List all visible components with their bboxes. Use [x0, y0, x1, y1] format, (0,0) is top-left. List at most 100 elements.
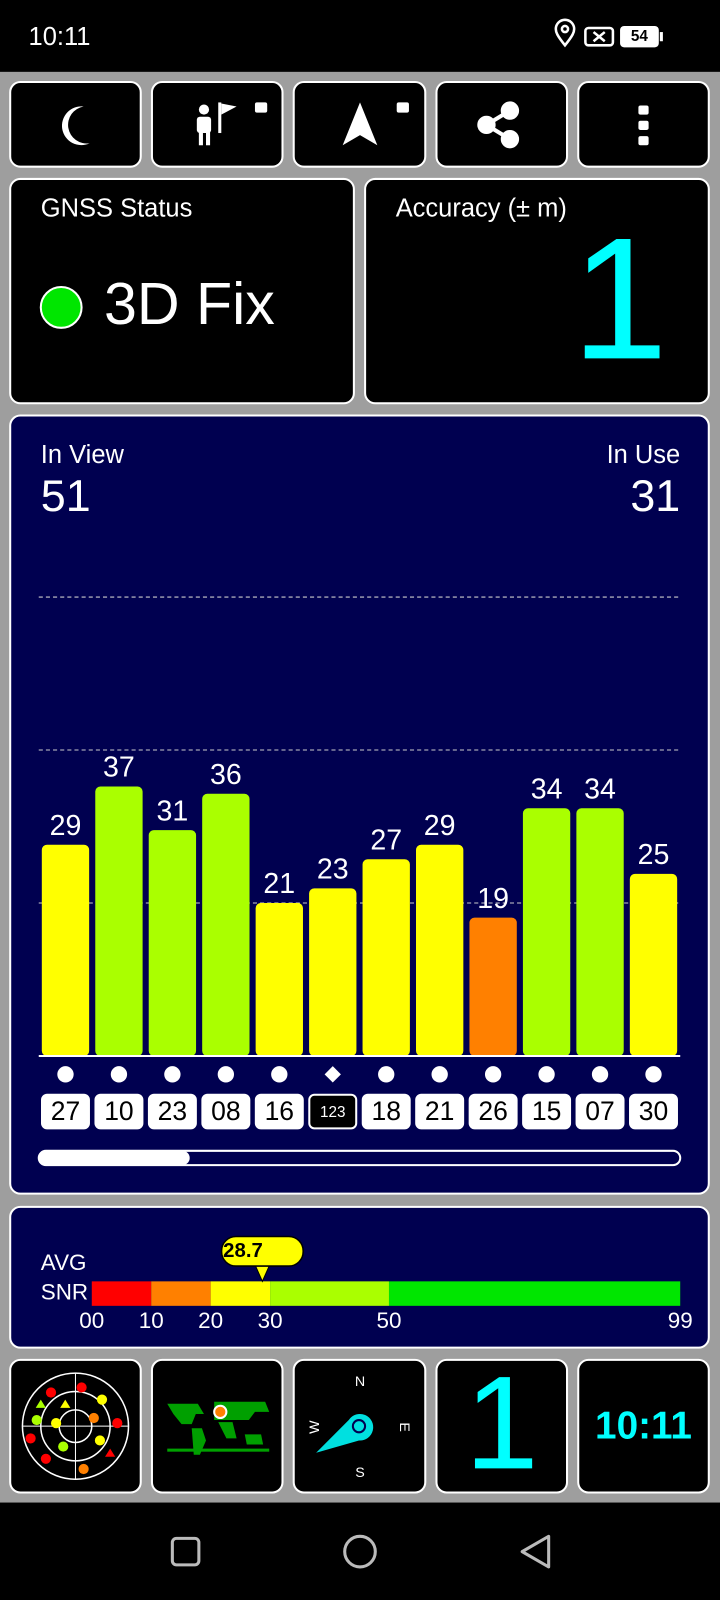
arrow-icon [342, 102, 409, 146]
marker-dot [591, 1066, 609, 1083]
bar [576, 808, 624, 1056]
share-button[interactable] [435, 81, 569, 168]
satellite-id: 123 [320, 1104, 346, 1121]
satellite-id-box [147, 1093, 197, 1130]
snr-band [151, 1281, 211, 1306]
location-icon [554, 18, 576, 48]
status-time: 10:11 [29, 23, 91, 51]
back-button[interactable] [520, 1534, 551, 1569]
bar-value-label: 37 [103, 752, 135, 784]
satellite-id: 10 [104, 1096, 133, 1126]
snr-label-snr: SNR [41, 1280, 88, 1305]
snr-avg-bubble [220, 1235, 304, 1267]
marker-dot [431, 1066, 448, 1083]
map-tile[interactable] [150, 1358, 284, 1494]
snr-tick-label: 50 [377, 1308, 402, 1333]
in-use-label: In Use [607, 441, 681, 469]
pro-feature-button[interactable] [150, 81, 284, 168]
marker-dot [217, 1066, 235, 1083]
marker-diamond [324, 1066, 341, 1083]
bar [522, 808, 571, 1056]
bar-value-label: 21 [263, 868, 295, 900]
moon-icon [61, 106, 90, 146]
clock-tile[interactable] [577, 1358, 710, 1494]
satellite-id-box [575, 1093, 625, 1130]
no-sim-icon [584, 26, 615, 47]
bar [95, 786, 143, 1056]
marker-dot [538, 1066, 555, 1083]
battery-level: 54 [631, 28, 648, 45]
bar [629, 873, 678, 1056]
world-map-icon [167, 1401, 270, 1455]
satellite-id-box [94, 1093, 144, 1130]
satellite-id: 23 [158, 1096, 187, 1126]
bar-value-label: 29 [50, 810, 82, 842]
marker-dot [484, 1066, 502, 1083]
nav-buttons [170, 1534, 551, 1569]
night-mode-button[interactable] [9, 81, 142, 168]
satellite-id: 27 [51, 1096, 80, 1126]
satellite-id: 15 [532, 1096, 561, 1126]
satellite-id-box [415, 1093, 465, 1130]
satellite-id: 07 [585, 1096, 614, 1126]
gnss-status-tile[interactable] [9, 177, 355, 405]
bar-value-label: 31 [157, 795, 189, 827]
marker-dot [110, 1066, 128, 1083]
bar-value-label: 27 [370, 825, 402, 857]
bar [469, 917, 517, 1056]
bar [416, 844, 464, 1056]
satellite-id: 26 [478, 1096, 507, 1126]
satellite-id: 08 [211, 1096, 240, 1126]
snr-tick-label: 30 [258, 1308, 283, 1333]
recents-button[interactable] [170, 1536, 201, 1567]
snr-avg-value: 28.7 [223, 1240, 263, 1262]
sky-view-icon [21, 1372, 130, 1480]
compass-icon: N E S W [307, 1374, 412, 1481]
satellite-id: 21 [425, 1096, 454, 1126]
kebab-icon [638, 105, 649, 146]
bar [202, 793, 250, 1056]
snr-band [91, 1281, 152, 1306]
snr-band [210, 1281, 271, 1306]
snr-band [388, 1281, 681, 1306]
clock-value: 10:11 [595, 1404, 692, 1447]
fix-status: 3D Fix [104, 270, 275, 337]
scroll-bar[interactable] [37, 1149, 682, 1167]
satellite-id-box [308, 1093, 358, 1130]
snr-panel [9, 1205, 710, 1349]
accuracy-label: Accuracy (± m) [396, 194, 567, 222]
accuracy-small-tile[interactable] [435, 1358, 569, 1494]
satellite-id-box [361, 1093, 411, 1130]
in-use-count: 31 [630, 470, 680, 521]
navigation-bar [0, 1502, 720, 1600]
bar [41, 844, 90, 1056]
battery-icon: 54 [620, 25, 663, 48]
bar-value-label: 34 [531, 774, 563, 806]
snr-tick-label: 99 [668, 1308, 693, 1333]
accuracy-tile[interactable] [364, 177, 710, 405]
satellite-id-box [468, 1093, 518, 1130]
snr-scale: 00 10 20 30 50 99 28.7 [79, 1235, 693, 1333]
compass-north: N [355, 1374, 365, 1390]
satellite-id: 16 [265, 1096, 294, 1126]
toolbar [9, 81, 710, 168]
accuracy-small-value: 1 [465, 1349, 539, 1497]
compass-west: W [307, 1420, 323, 1434]
satellite-id-box [254, 1093, 304, 1130]
share-icon [477, 101, 520, 149]
marker-dot [271, 1066, 288, 1083]
home-button[interactable] [343, 1534, 377, 1569]
fix-indicator [39, 286, 83, 329]
marker-dot [645, 1066, 662, 1083]
satellite-id-box [41, 1093, 90, 1130]
in-view-label: In View [41, 441, 125, 469]
snr-tick-label: 20 [198, 1308, 223, 1333]
in-view-count: 51 [41, 470, 91, 521]
accuracy-value: 1 [572, 201, 668, 395]
snr-tick-label: 00 [79, 1308, 104, 1333]
snr-chart: 29 27 37 10 31 23 36 08 21 16 23 123 27 18 29 21 19 26 34 1… [38, 596, 681, 1130]
satellite-id: 18 [371, 1096, 400, 1126]
bar [362, 859, 410, 1056]
